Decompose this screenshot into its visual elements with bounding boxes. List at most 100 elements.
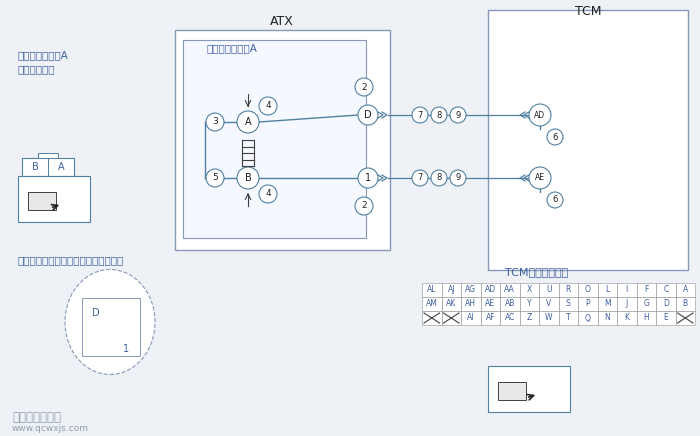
Text: K: K xyxy=(624,313,629,323)
Text: M: M xyxy=(604,300,610,309)
Text: E: E xyxy=(664,313,668,323)
FancyBboxPatch shape xyxy=(519,311,539,325)
Text: 压力控制电磁阀A: 压力控制电磁阀A xyxy=(206,43,258,53)
Text: 8: 8 xyxy=(436,110,442,119)
FancyBboxPatch shape xyxy=(82,298,140,356)
Circle shape xyxy=(412,107,428,123)
Circle shape xyxy=(547,129,563,145)
Text: ATX: ATX xyxy=(270,16,294,28)
Circle shape xyxy=(237,167,259,189)
Circle shape xyxy=(206,169,224,187)
FancyBboxPatch shape xyxy=(598,283,617,297)
Circle shape xyxy=(206,113,224,131)
FancyBboxPatch shape xyxy=(480,297,500,311)
FancyBboxPatch shape xyxy=(676,283,695,297)
Text: D: D xyxy=(92,308,100,318)
Text: AM: AM xyxy=(426,300,438,309)
Text: B: B xyxy=(32,162,38,172)
FancyBboxPatch shape xyxy=(422,283,442,297)
FancyBboxPatch shape xyxy=(519,297,539,311)
FancyBboxPatch shape xyxy=(636,297,656,311)
Text: TCM线束侧连接器: TCM线束侧连接器 xyxy=(505,267,568,277)
FancyBboxPatch shape xyxy=(38,153,58,158)
FancyBboxPatch shape xyxy=(28,192,56,210)
FancyBboxPatch shape xyxy=(578,283,598,297)
Text: G: G xyxy=(643,300,649,309)
Circle shape xyxy=(529,104,551,126)
Text: 1: 1 xyxy=(365,173,371,183)
Circle shape xyxy=(355,197,373,215)
Text: 8: 8 xyxy=(436,174,442,183)
Text: A: A xyxy=(57,162,64,172)
Circle shape xyxy=(358,105,378,125)
Text: AI: AI xyxy=(467,313,475,323)
Text: 7: 7 xyxy=(417,110,423,119)
Circle shape xyxy=(529,167,551,189)
FancyBboxPatch shape xyxy=(656,283,676,297)
FancyBboxPatch shape xyxy=(442,311,461,325)
Text: 压力控制电磁阀A: 压力控制电磁阀A xyxy=(18,50,69,60)
Text: 2: 2 xyxy=(361,201,367,211)
FancyBboxPatch shape xyxy=(578,297,598,311)
Text: S: S xyxy=(566,300,570,309)
FancyBboxPatch shape xyxy=(656,297,676,311)
FancyBboxPatch shape xyxy=(617,311,636,325)
FancyBboxPatch shape xyxy=(559,311,578,325)
Text: 9: 9 xyxy=(456,174,461,183)
Text: N: N xyxy=(604,313,610,323)
Text: 1: 1 xyxy=(123,344,129,354)
Text: www.qcwxjs.com: www.qcwxjs.com xyxy=(12,424,89,433)
Text: I: I xyxy=(626,286,628,294)
FancyBboxPatch shape xyxy=(500,311,519,325)
FancyBboxPatch shape xyxy=(656,311,676,325)
FancyBboxPatch shape xyxy=(617,283,636,297)
FancyBboxPatch shape xyxy=(480,283,500,297)
FancyBboxPatch shape xyxy=(480,311,500,325)
Text: TCM: TCM xyxy=(575,6,601,18)
Ellipse shape xyxy=(65,269,155,375)
Text: AD: AD xyxy=(534,110,545,119)
FancyBboxPatch shape xyxy=(422,311,442,325)
FancyBboxPatch shape xyxy=(461,297,480,311)
Text: 线束侧连接器: 线束侧连接器 xyxy=(18,64,55,74)
Text: V: V xyxy=(546,300,552,309)
Text: H: H xyxy=(643,313,649,323)
Circle shape xyxy=(431,170,447,186)
Text: D: D xyxy=(663,300,668,309)
Text: T: T xyxy=(566,313,570,323)
Text: 3: 3 xyxy=(212,117,218,126)
FancyBboxPatch shape xyxy=(636,311,656,325)
FancyBboxPatch shape xyxy=(442,297,461,311)
FancyBboxPatch shape xyxy=(22,158,74,176)
FancyBboxPatch shape xyxy=(559,283,578,297)
Text: F: F xyxy=(644,286,648,294)
FancyBboxPatch shape xyxy=(636,283,656,297)
Text: AE: AE xyxy=(485,300,496,309)
Text: L: L xyxy=(605,286,610,294)
Text: W: W xyxy=(545,313,552,323)
Text: AA: AA xyxy=(505,286,515,294)
Text: 6: 6 xyxy=(552,133,558,142)
FancyBboxPatch shape xyxy=(488,366,570,412)
Text: AK: AK xyxy=(446,300,456,309)
FancyBboxPatch shape xyxy=(598,297,617,311)
Circle shape xyxy=(259,185,277,203)
Circle shape xyxy=(450,107,466,123)
Text: AG: AG xyxy=(466,286,476,294)
Text: 6: 6 xyxy=(552,195,558,204)
Text: 变速驱动桥连接器（主）线束侧连接器: 变速驱动桥连接器（主）线束侧连接器 xyxy=(18,255,125,265)
Text: 2: 2 xyxy=(361,82,367,92)
Text: AF: AF xyxy=(485,313,495,323)
Text: 4: 4 xyxy=(265,102,271,110)
Text: C: C xyxy=(663,286,668,294)
FancyBboxPatch shape xyxy=(598,311,617,325)
Circle shape xyxy=(355,78,373,96)
Text: AH: AH xyxy=(466,300,476,309)
Text: 4: 4 xyxy=(265,190,271,198)
Text: X: X xyxy=(526,286,532,294)
Circle shape xyxy=(547,192,563,208)
Text: Q: Q xyxy=(584,313,591,323)
Text: B: B xyxy=(244,173,251,183)
Text: 汽车维修技术网: 汽车维修技术网 xyxy=(12,411,61,424)
Text: B: B xyxy=(682,300,688,309)
